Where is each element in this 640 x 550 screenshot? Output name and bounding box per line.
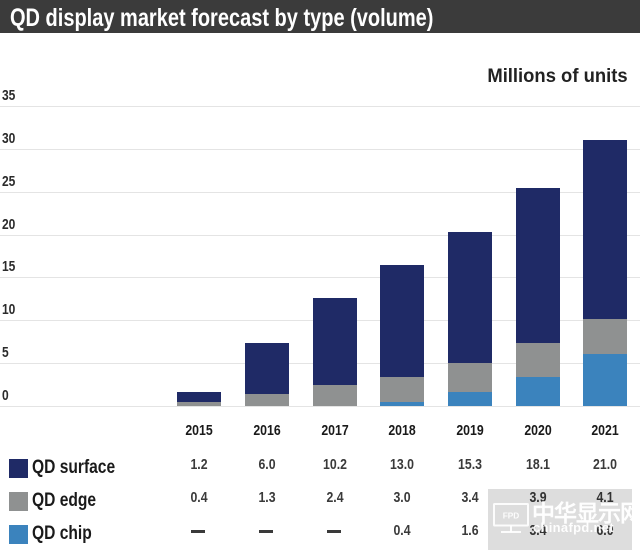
svg-text:FPD: FPD [503,511,520,521]
